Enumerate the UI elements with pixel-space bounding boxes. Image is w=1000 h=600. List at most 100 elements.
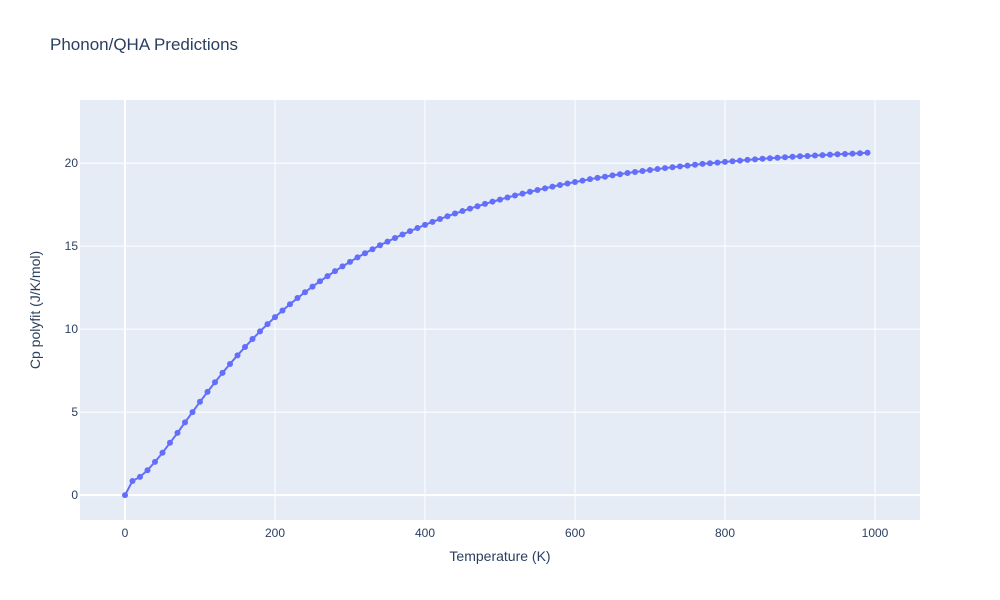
data-point[interactable] xyxy=(654,166,661,173)
data-point[interactable] xyxy=(294,295,301,302)
data-point[interactable] xyxy=(489,198,496,205)
data-point[interactable] xyxy=(744,156,751,163)
data-point[interactable] xyxy=(834,151,841,158)
data-point[interactable] xyxy=(587,176,593,183)
data-point[interactable] xyxy=(377,242,383,249)
data-point[interactable] xyxy=(422,221,428,228)
data-point[interactable] xyxy=(684,162,691,169)
data-point[interactable] xyxy=(362,250,368,257)
data-point[interactable] xyxy=(804,152,811,159)
data-point[interactable] xyxy=(414,224,421,231)
data-point[interactable] xyxy=(302,289,308,296)
data-point[interactable] xyxy=(317,278,323,285)
data-point[interactable] xyxy=(752,156,758,163)
data-point[interactable] xyxy=(572,179,578,186)
data-point[interactable] xyxy=(609,172,616,179)
data-point[interactable] xyxy=(264,321,271,328)
data-point[interactable] xyxy=(819,152,826,159)
data-point[interactable] xyxy=(789,153,796,160)
data-point[interactable] xyxy=(617,171,623,178)
data-point[interactable] xyxy=(369,246,376,253)
data-point[interactable] xyxy=(242,344,248,351)
data-point[interactable] xyxy=(497,196,503,203)
data-point[interactable] xyxy=(452,210,458,217)
data-point[interactable] xyxy=(767,155,773,162)
data-point[interactable] xyxy=(249,336,256,343)
data-point[interactable] xyxy=(857,150,863,157)
data-point[interactable] xyxy=(707,160,713,167)
data-point[interactable] xyxy=(152,458,158,465)
data-point[interactable] xyxy=(272,314,278,321)
data-point[interactable] xyxy=(722,158,728,165)
data-point[interactable] xyxy=(234,352,241,359)
data-point[interactable] xyxy=(339,263,346,270)
data-point[interactable] xyxy=(504,194,511,201)
data-point[interactable] xyxy=(474,203,481,210)
data-point[interactable] xyxy=(189,409,196,416)
data-point[interactable] xyxy=(797,153,803,160)
data-point[interactable] xyxy=(437,216,443,223)
data-point[interactable] xyxy=(219,369,226,376)
data-point[interactable] xyxy=(759,155,766,162)
data-point[interactable] xyxy=(542,185,548,192)
data-point[interactable] xyxy=(257,328,263,335)
data-point[interactable] xyxy=(309,283,316,290)
data-point[interactable] xyxy=(347,258,353,265)
data-point[interactable] xyxy=(662,165,668,172)
data-point[interactable] xyxy=(737,157,743,164)
data-point[interactable] xyxy=(212,379,218,386)
data-point[interactable] xyxy=(774,154,781,161)
data-point[interactable] xyxy=(384,238,391,245)
data-point[interactable] xyxy=(782,154,788,161)
data-point[interactable] xyxy=(159,449,166,456)
data-point[interactable] xyxy=(227,360,233,367)
data-point[interactable] xyxy=(467,205,473,212)
data-point[interactable] xyxy=(392,234,398,241)
data-point[interactable] xyxy=(632,169,638,176)
data-point[interactable] xyxy=(849,150,856,157)
data-point[interactable] xyxy=(354,254,361,261)
data-point[interactable] xyxy=(137,473,143,480)
data-point[interactable] xyxy=(144,467,151,474)
data-point[interactable] xyxy=(279,307,286,314)
data-point[interactable] xyxy=(669,164,676,171)
data-point[interactable] xyxy=(332,268,338,275)
data-point[interactable] xyxy=(557,181,563,188)
data-point[interactable] xyxy=(519,190,526,197)
data-point[interactable] xyxy=(512,192,518,199)
data-point[interactable] xyxy=(647,167,653,174)
data-point[interactable] xyxy=(534,186,541,193)
data-point[interactable] xyxy=(624,170,631,177)
data-point[interactable] xyxy=(677,163,683,170)
data-point[interactable] xyxy=(122,492,128,499)
data-point[interactable] xyxy=(197,398,203,405)
data-point[interactable] xyxy=(864,149,871,156)
data-point[interactable] xyxy=(407,228,413,235)
data-point[interactable] xyxy=(564,180,571,187)
data-point[interactable] xyxy=(399,231,406,238)
data-point[interactable] xyxy=(692,161,698,168)
data-point[interactable] xyxy=(527,188,533,195)
data-point[interactable] xyxy=(579,177,586,184)
data-point[interactable] xyxy=(812,152,818,159)
data-point[interactable] xyxy=(729,158,736,165)
data-point[interactable] xyxy=(602,173,608,180)
data-point[interactable] xyxy=(459,208,466,215)
data-point[interactable] xyxy=(287,301,293,308)
data-point[interactable] xyxy=(482,200,488,207)
data-point[interactable] xyxy=(699,160,706,167)
data-point[interactable] xyxy=(549,183,556,190)
data-point[interactable] xyxy=(182,419,188,426)
data-point[interactable] xyxy=(204,388,211,395)
data-point[interactable] xyxy=(827,151,833,158)
data-point[interactable] xyxy=(842,150,848,157)
data-point[interactable] xyxy=(174,429,181,436)
data-point[interactable] xyxy=(444,213,451,220)
data-point[interactable] xyxy=(129,477,136,484)
data-point[interactable] xyxy=(714,159,721,166)
data-point[interactable] xyxy=(594,174,601,181)
data-point[interactable] xyxy=(429,218,436,225)
data-point[interactable] xyxy=(324,273,331,280)
data-point[interactable] xyxy=(639,168,646,175)
data-point[interactable] xyxy=(167,439,173,446)
